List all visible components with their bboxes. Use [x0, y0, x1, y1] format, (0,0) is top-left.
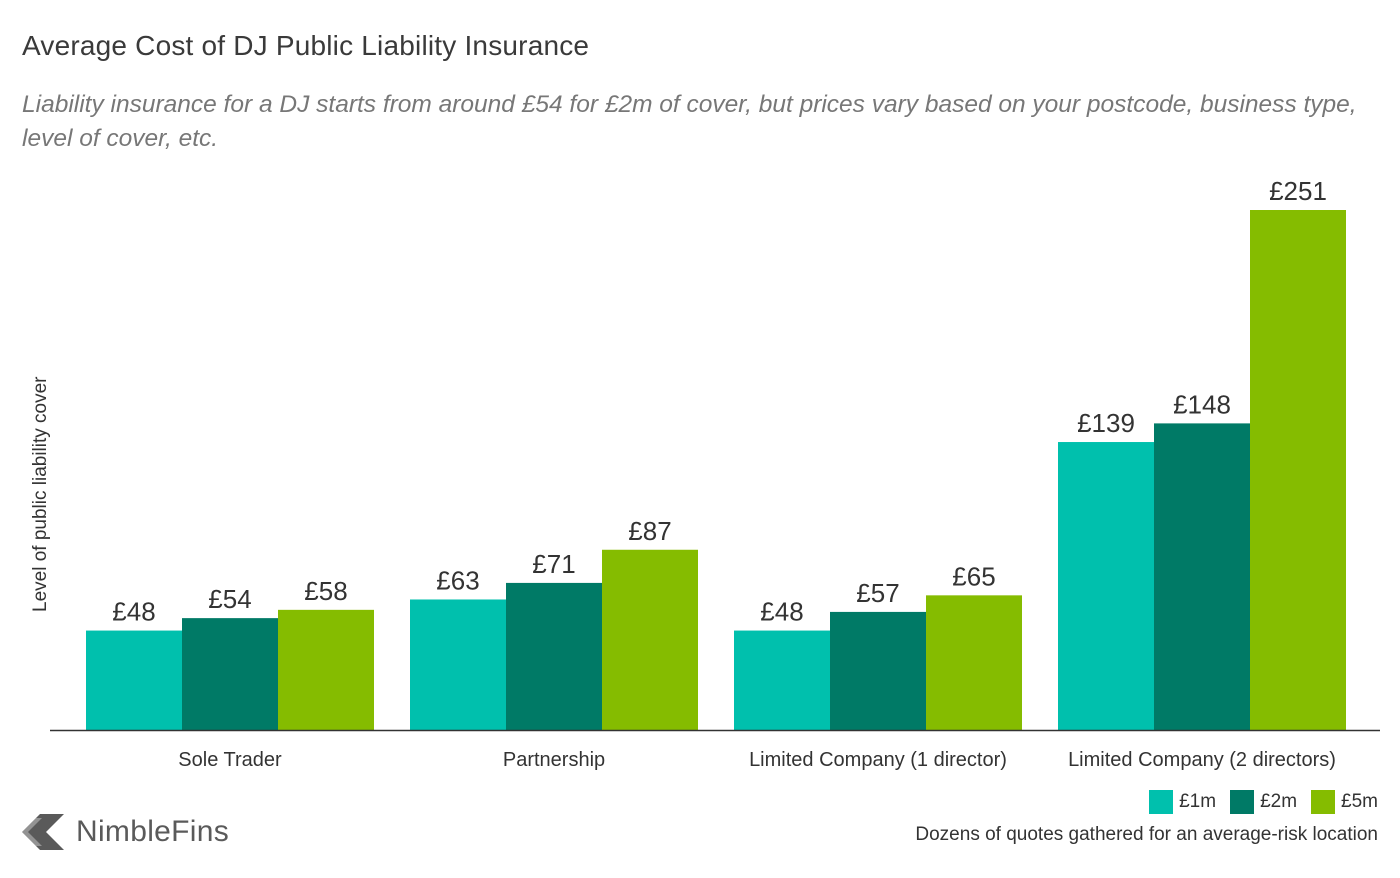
legend-swatch-1m [1149, 790, 1174, 814]
bar-limited-company-2-directors-2m [1154, 423, 1250, 730]
bar-limited-company-1-director-1m [734, 630, 830, 730]
data-label-sole-trader-5m: £58 [304, 576, 347, 606]
legend-item-5m: £5m [1311, 790, 1378, 814]
data-label-limited-company-2-directors-2m: £148 [1173, 389, 1231, 419]
nimblefins-chevron-icon [22, 814, 64, 850]
chart-subtitle: Liability insurance for a DJ starts from… [22, 91, 1357, 152]
data-label-sole-trader-1m: £48 [112, 597, 155, 627]
chart-title: Average Cost of DJ Public Liability Insu… [22, 30, 590, 61]
bar-sole-trader-1m [86, 630, 182, 730]
x-tick-label-limited-company-2-directors: Limited Company (2 directors) [1068, 749, 1336, 771]
x-tick-label-partnership: Partnership [503, 749, 605, 771]
legend-item-2m: £2m [1230, 790, 1297, 814]
x-tick-label-sole-trader: Sole Trader [178, 749, 282, 771]
x-tick-label-limited-company-1-director: Limited Company (1 director) [749, 749, 1007, 771]
nimblefins-logo: NimbleFins [20, 812, 229, 852]
data-label-limited-company-2-directors-5m: £251 [1269, 176, 1327, 206]
legend-swatch-2m [1230, 790, 1255, 814]
legend-item-1m: £1m [1149, 790, 1216, 814]
data-label-limited-company-1-director-2m: £57 [856, 578, 899, 608]
legend-swatch-5m [1311, 790, 1336, 814]
bar-partnership-5m [602, 549, 698, 730]
data-label-limited-company-2-directors-1m: £139 [1077, 408, 1135, 438]
bar-limited-company-1-director-2m [830, 611, 926, 730]
footnote: Dozens of quotes gathered for an average… [915, 824, 1378, 845]
data-label-partnership-5m: £87 [628, 516, 671, 546]
data-label-limited-company-1-director-1m: £48 [760, 597, 803, 627]
data-label-limited-company-1-director-5m: £65 [952, 561, 995, 591]
bar-partnership-2m [506, 582, 602, 730]
bar-limited-company-2-directors-5m [1250, 210, 1346, 730]
legend: £1m £2m £5m [1149, 790, 1378, 814]
bar-partnership-1m [410, 599, 506, 730]
data-label-partnership-2m: £71 [532, 549, 575, 579]
data-label-sole-trader-2m: £54 [208, 584, 251, 614]
legend-label-5m: £5m [1341, 791, 1378, 812]
data-label-partnership-1m: £63 [436, 565, 479, 595]
legend-label-2m: £2m [1260, 791, 1298, 812]
bar-limited-company-1-director-5m [926, 595, 1022, 730]
legend-label-1m: £1m [1179, 791, 1217, 812]
bar-limited-company-2-directors-1m [1058, 442, 1154, 730]
bar-sole-trader-5m [278, 609, 374, 730]
bar-chart: £48 £54 £58 Sole Trader £63 £71 £87 Partnership… [50, 176, 1380, 771]
logo-text: NimbleFins [76, 815, 230, 848]
bar-sole-trader-2m [182, 618, 278, 730]
